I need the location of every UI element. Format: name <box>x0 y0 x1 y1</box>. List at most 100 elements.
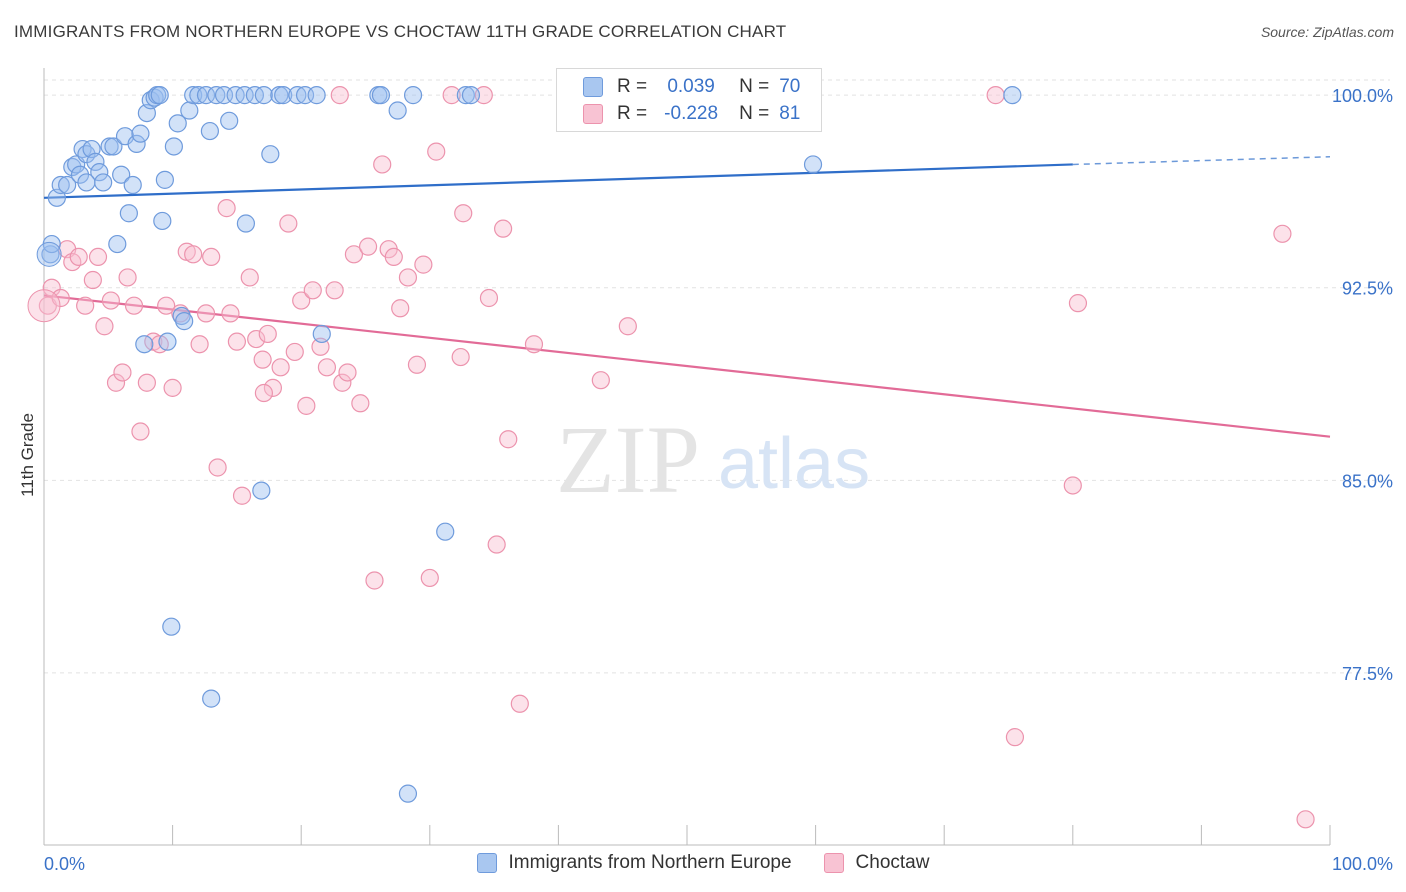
point-northern-europe <box>288 86 307 105</box>
point-choctaw <box>217 199 236 218</box>
point-choctaw <box>479 288 499 308</box>
point-northern-europe <box>236 214 256 233</box>
point-choctaw <box>391 299 410 318</box>
trend-lines <box>43 155 1331 438</box>
point-northern-europe <box>461 86 481 105</box>
legend-item-northern-europe[interactable]: Immigrants from Northern Europe <box>476 852 792 874</box>
point-choctaw <box>69 247 88 267</box>
point-choctaw <box>42 278 61 297</box>
point-northern-europe <box>158 332 177 351</box>
point-choctaw <box>258 324 277 344</box>
chart-title: IMMIGRANTS FROM NORTHERN EUROPE VS CHOCT… <box>14 22 787 41</box>
point-choctaw <box>76 296 95 315</box>
point-northern-europe <box>150 86 169 105</box>
point-northern-europe <box>86 152 105 171</box>
point-northern-europe <box>94 173 113 192</box>
point-northern-europe-large <box>36 241 62 267</box>
point-northern-europe <box>155 170 174 189</box>
point-northern-europe <box>175 312 194 331</box>
n-label: N = <box>739 103 770 124</box>
data-points <box>27 86 1315 829</box>
legend-label: Immigrants from Northern Europe <box>508 852 792 873</box>
watermark-atlas: atlas <box>718 424 870 504</box>
point-northern-europe <box>254 86 274 105</box>
point-choctaw <box>190 335 209 354</box>
point-choctaw <box>494 219 513 238</box>
point-choctaw <box>137 373 156 392</box>
point-northern-europe <box>100 137 119 156</box>
point-choctaw <box>254 383 274 403</box>
point-northern-europe <box>123 175 142 195</box>
y-tick-label: 85.0% <box>1342 471 1393 491</box>
point-choctaw <box>1273 224 1292 243</box>
point-choctaw <box>414 255 433 274</box>
point-northern-europe <box>184 86 203 105</box>
watermark-zip: ZIP <box>556 406 700 513</box>
point-choctaw <box>95 317 114 336</box>
point-northern-europe <box>200 121 219 141</box>
r-label: R = <box>617 76 648 97</box>
point-northern-europe <box>164 137 183 156</box>
r-label: R = <box>617 103 648 124</box>
point-northern-europe <box>135 335 154 354</box>
point-choctaw <box>365 571 384 590</box>
n-value: 70 <box>779 76 801 97</box>
point-choctaw <box>333 373 352 392</box>
point-northern-europe <box>388 101 407 120</box>
point-choctaw <box>344 245 364 264</box>
point-choctaw <box>524 335 544 354</box>
point-choctaw <box>451 347 470 367</box>
point-choctaw <box>510 694 529 713</box>
point-choctaw <box>51 288 70 308</box>
point-choctaw <box>253 350 272 369</box>
x-tick-label-min: 0.0% <box>44 854 85 874</box>
point-northern-europe <box>168 114 187 133</box>
point-choctaw <box>271 358 290 377</box>
correlation-legend: R = 0.039 N = 70 R = -0.228 N = 81 <box>556 68 822 132</box>
point-northern-europe <box>202 689 221 708</box>
point-choctaw <box>202 247 221 267</box>
point-choctaw <box>184 245 203 264</box>
point-northern-europe <box>274 86 293 105</box>
point-choctaw <box>297 396 316 415</box>
point-choctaw <box>285 342 304 362</box>
point-northern-europe <box>220 111 239 130</box>
legend-row-choctaw: R = -0.228 N = 81 <box>583 101 800 127</box>
point-choctaw <box>420 568 439 588</box>
legend-swatch-choctaw <box>583 104 603 124</box>
point-northern-europe <box>307 86 326 105</box>
point-choctaw <box>373 155 392 174</box>
n-value: 81 <box>779 103 801 124</box>
point-choctaw <box>330 86 349 105</box>
point-northern-europe <box>207 86 226 105</box>
point-choctaw <box>1063 476 1082 495</box>
trend-line-northern-europe <box>43 163 1073 199</box>
r-value: -0.228 <box>664 103 719 124</box>
x-tick-label-max: 100.0% <box>1332 854 1393 874</box>
n-label: N = <box>739 76 770 97</box>
point-choctaw <box>358 237 378 256</box>
watermark: ZIP atlas <box>556 406 870 513</box>
point-choctaw <box>325 281 344 300</box>
point-choctaw <box>986 86 1005 105</box>
legend-swatch-choctaw <box>823 853 844 873</box>
point-northern-europe <box>127 134 146 154</box>
point-northern-europe <box>162 617 181 636</box>
point-northern-europe <box>172 306 191 326</box>
point-northern-europe <box>371 86 391 105</box>
point-northern-europe <box>196 86 216 105</box>
point-choctaw <box>106 373 126 392</box>
point-choctaw <box>131 422 150 441</box>
point-choctaw <box>247 329 266 349</box>
x-tick-labels: 0.0% 100.0% <box>44 854 1393 874</box>
point-northern-europe <box>112 165 131 184</box>
point-northern-europe <box>77 173 96 192</box>
point-choctaw <box>591 371 610 390</box>
point-northern-europe <box>51 175 70 195</box>
trend-line-choctaw <box>43 294 1331 438</box>
point-northern-europe <box>403 86 423 105</box>
legend-item-choctaw[interactable]: Choctaw <box>823 852 929 874</box>
point-northern-europe <box>456 86 475 105</box>
point-choctaw <box>317 358 337 377</box>
